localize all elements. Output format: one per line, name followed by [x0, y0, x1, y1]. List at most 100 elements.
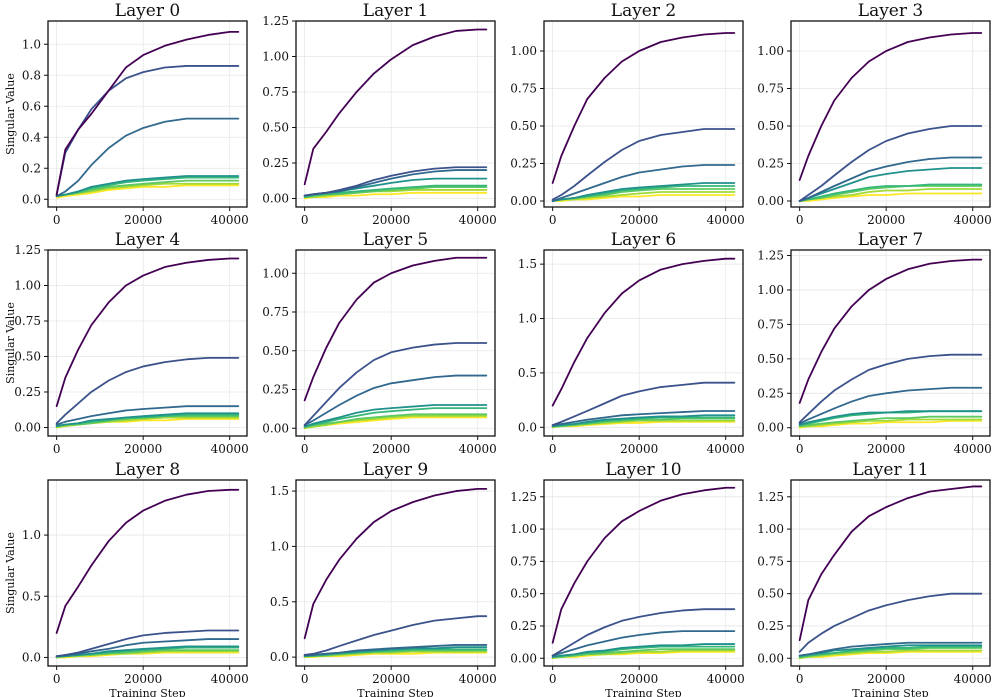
x-tick-label: 20000	[124, 672, 162, 686]
panel-title: Layer 0	[115, 1, 180, 21]
y-tick-label: 0.0	[22, 650, 41, 664]
y-tick-label: 0.00	[262, 191, 289, 205]
series-line	[303, 342, 488, 427]
axes-frame	[790, 20, 991, 208]
x-tick-label: 40000	[954, 672, 992, 686]
series-line	[551, 257, 736, 407]
y-tick-label: 1.00	[262, 266, 289, 280]
y-tick-label: 0.5	[518, 366, 537, 380]
series-group	[798, 32, 983, 202]
series-line	[798, 592, 983, 653]
y-tick-label: 1.25	[510, 490, 537, 504]
y-tick-label: 0.5	[22, 589, 41, 603]
plot-area	[544, 250, 743, 436]
axes-frame	[790, 479, 991, 667]
y-tick-label: 0.50	[14, 349, 41, 363]
y-tick-label: 0.25	[262, 383, 289, 397]
axes-frame	[790, 249, 991, 437]
y-tick-label: 0.2	[22, 161, 41, 175]
series-line	[303, 650, 488, 659]
y-axis-label: Singular Value	[4, 73, 17, 155]
y-tick-label: 1.00	[262, 49, 289, 63]
series-group	[55, 257, 240, 429]
panel-title: Layer 11	[852, 460, 928, 480]
x-axis-label: Training Step	[109, 687, 185, 697]
y-tick-label: 1.00	[757, 283, 784, 297]
y-tick-label: 0.75	[757, 82, 784, 96]
series-line	[55, 257, 240, 408]
x-tick-label: 20000	[372, 213, 410, 227]
panel-title: Layer 4	[115, 230, 180, 250]
y-tick-label: 1.0	[270, 539, 289, 553]
panel-title: Layer 6	[611, 230, 676, 250]
x-tick-label: 40000	[954, 213, 992, 227]
y-tick-label: 0.75	[757, 554, 784, 568]
x-tick-label: 0	[796, 672, 804, 686]
x-tick-label: 0	[796, 442, 804, 456]
series-line	[303, 414, 488, 430]
y-tick-label: 0.00	[757, 651, 784, 665]
chart-panel: 0 20000 40000 0.00 0.25 0.50 0.75 1.00 Layer 3	[757, 1, 992, 227]
y-tick-label: 0.25	[757, 157, 784, 171]
panel-title: Layer 9	[363, 460, 428, 480]
series-line	[303, 404, 488, 428]
series-group	[798, 258, 983, 429]
series-group	[551, 486, 736, 660]
y-tick-label: 0.6	[22, 99, 41, 113]
series-line	[551, 608, 736, 657]
chart-panel: 0 20000 40000 0.0 0.2 0.4 0.6 0.8 1.0 Layer 0 Sing…	[4, 1, 249, 227]
x-tick-label: 40000	[459, 213, 497, 227]
series-line	[798, 185, 983, 202]
x-tick-label: 20000	[372, 442, 410, 456]
x-tick-label: 40000	[211, 213, 249, 227]
panel-title: Layer 7	[858, 230, 923, 250]
x-axis-label: Training Step	[852, 687, 928, 697]
chart-panel: 0 20000 40000 0.00 0.25 0.50 0.75 1.00 1.25 Layer…	[757, 230, 992, 456]
y-tick-label: 1.5	[270, 484, 289, 498]
series-line	[798, 418, 983, 428]
axes-frame	[47, 479, 248, 667]
y-tick-label: 0.75	[14, 314, 41, 328]
series-line	[303, 407, 488, 428]
panel-title: Layer 10	[605, 460, 681, 480]
series-group	[303, 487, 488, 659]
y-tick-label: 0.00	[14, 420, 41, 434]
series-line	[798, 32, 983, 181]
y-tick-label: 0.25	[757, 386, 784, 400]
series-line	[551, 417, 736, 428]
y-tick-label: 0.50	[757, 587, 784, 601]
series-line	[303, 256, 488, 402]
series-line	[798, 419, 983, 429]
series-line	[551, 630, 736, 657]
series-line	[55, 638, 240, 658]
series-line	[551, 128, 736, 201]
y-tick-label: 1.25	[14, 243, 41, 257]
series-line	[551, 32, 736, 184]
plot-area	[296, 480, 495, 666]
series-line	[551, 410, 736, 427]
series-line	[551, 191, 736, 202]
y-tick-label: 0.0	[22, 192, 41, 206]
y-tick-label: 0.4	[22, 130, 41, 144]
series-line	[303, 615, 488, 656]
series-line	[798, 644, 983, 657]
y-tick-label: 0.25	[510, 157, 537, 171]
series-line	[798, 641, 983, 657]
plot-area	[544, 21, 743, 207]
y-tick-label: 0.5	[270, 595, 289, 609]
series-line	[551, 486, 736, 644]
axes-frame	[47, 20, 248, 208]
chart-panel: 0 20000 40000 0.00 0.25 0.50 0.75 1.00 Layer 5	[262, 230, 497, 456]
series-line	[798, 192, 983, 202]
y-tick-label: 1.0	[22, 37, 41, 51]
y-tick-label: 0.25	[757, 619, 784, 633]
plot-area	[544, 480, 743, 666]
panel-title: Layer 2	[611, 1, 676, 21]
series-line	[798, 645, 983, 658]
y-tick-label: 0.50	[757, 119, 784, 133]
y-axis-label: Singular Value	[4, 532, 17, 614]
series-line	[303, 191, 488, 200]
x-tick-label: 40000	[211, 672, 249, 686]
x-tick-label: 0	[53, 442, 61, 456]
chart-panel: 0 20000 40000 0.0 0.5 1.0 1.5 Layer 9 Training S…	[270, 460, 497, 697]
